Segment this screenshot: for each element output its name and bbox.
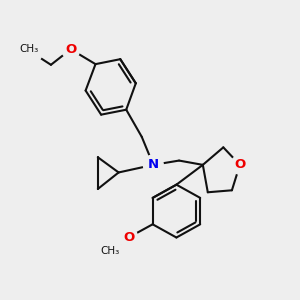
Circle shape [143, 155, 163, 175]
Circle shape [61, 40, 80, 59]
Circle shape [119, 228, 138, 247]
Text: CH₃: CH₃ [20, 44, 39, 54]
Circle shape [16, 38, 43, 64]
Circle shape [231, 156, 249, 174]
Circle shape [97, 239, 124, 267]
Text: O: O [65, 43, 76, 56]
Text: N: N [148, 158, 159, 171]
Text: CH₃: CH₃ [101, 246, 120, 256]
Text: O: O [123, 231, 134, 244]
Text: O: O [234, 158, 245, 171]
